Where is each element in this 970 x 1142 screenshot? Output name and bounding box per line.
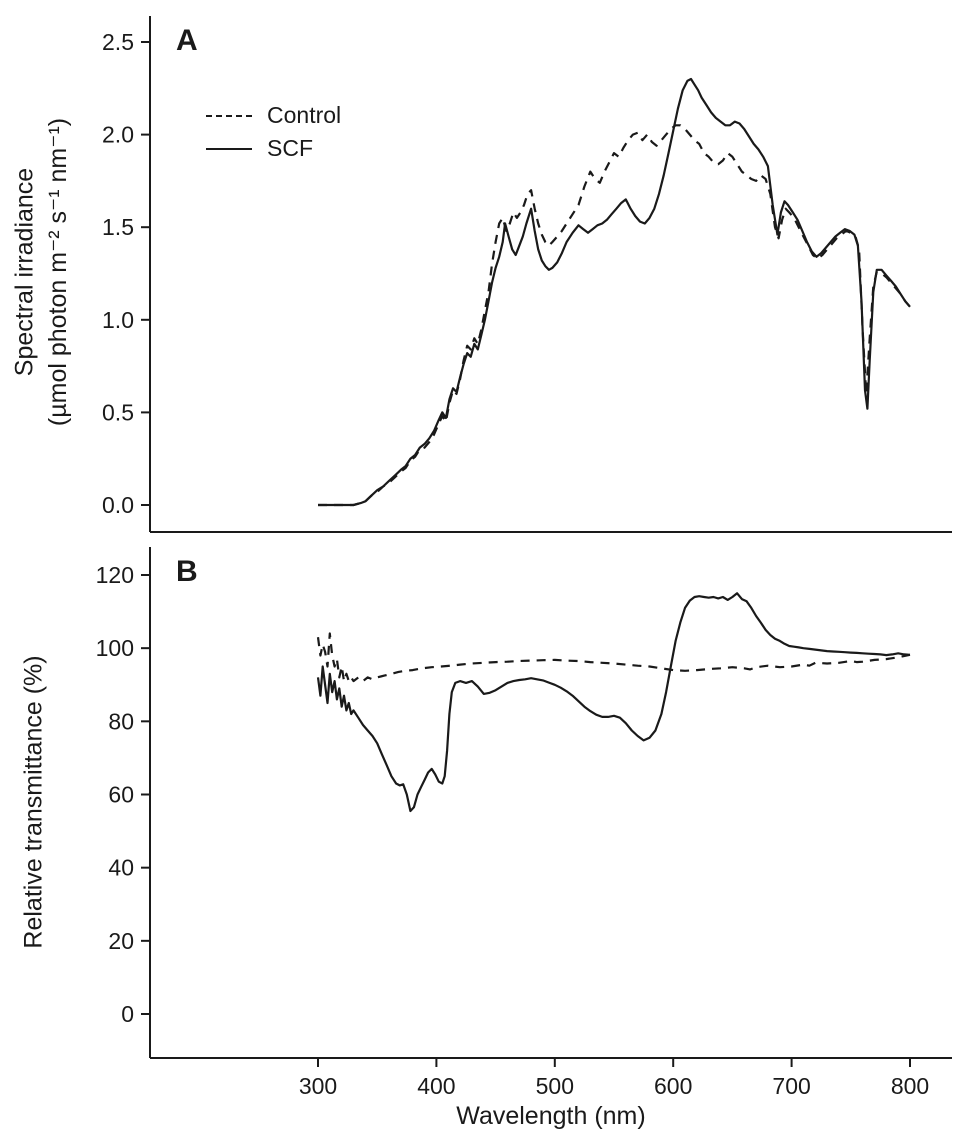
x-tick-label: 600 bbox=[654, 1073, 692, 1099]
panel-a-y-tick-label: 2.0 bbox=[102, 122, 134, 148]
panel-b-series-control-line bbox=[316, 632, 911, 683]
dashed-line-sample-icon bbox=[206, 114, 252, 117]
panel-a-y-tick-label: 1.5 bbox=[102, 214, 134, 240]
panel-b-y-axis-title: Relative transmittance (%) bbox=[19, 655, 48, 949]
panel-a-y-axis-title-line2: (µmol photon m⁻² s⁻¹ nm⁻¹) bbox=[44, 117, 72, 427]
panel-a-y-tick-label: 2.5 bbox=[102, 29, 134, 55]
panel-b-y-tick-label: 40 bbox=[108, 855, 134, 881]
panel-a-y-tick-label: 1.0 bbox=[102, 307, 134, 333]
legend-label-control: Control bbox=[267, 102, 342, 128]
solid-line-sample-icon bbox=[206, 147, 252, 150]
panel-a-series-scf-line bbox=[318, 77, 911, 507]
panel-b-series-scf-line bbox=[316, 592, 911, 813]
x-tick-label: 800 bbox=[891, 1073, 929, 1099]
x-axis-title: Wavelength (nm) bbox=[456, 1102, 646, 1130]
panel-b-label: B bbox=[176, 555, 198, 588]
panel-a-series-control-line bbox=[318, 124, 911, 507]
panel-a-y-tick-label: 0.5 bbox=[102, 399, 134, 425]
legend-item-control: Control bbox=[206, 99, 341, 132]
legend-item-scf: SCF bbox=[206, 132, 341, 165]
panel-b-y-tick-label: 120 bbox=[96, 562, 134, 588]
x-tick-label: 700 bbox=[772, 1073, 810, 1099]
x-tick-label: 500 bbox=[536, 1073, 574, 1099]
x-tick-label: 400 bbox=[417, 1073, 455, 1099]
panel-b-y-tick-label: 0 bbox=[121, 1001, 134, 1027]
panel-b-y-tick-label: 60 bbox=[108, 782, 134, 808]
panel-b-y-tick-label: 100 bbox=[96, 635, 134, 661]
legend-label-scf: SCF bbox=[267, 135, 313, 161]
legend: Control SCF bbox=[206, 99, 341, 165]
panel-b-y-tick-label: 80 bbox=[108, 708, 134, 734]
panel-a-y-axis-title-line1: Spectral irradiance bbox=[10, 167, 39, 377]
panel-a-y-tick-label: 0.0 bbox=[102, 492, 134, 518]
panel-b-y-tick-label: 20 bbox=[108, 928, 134, 954]
x-tick-label: 300 bbox=[299, 1073, 337, 1099]
panel-a-label: A bbox=[176, 24, 198, 57]
